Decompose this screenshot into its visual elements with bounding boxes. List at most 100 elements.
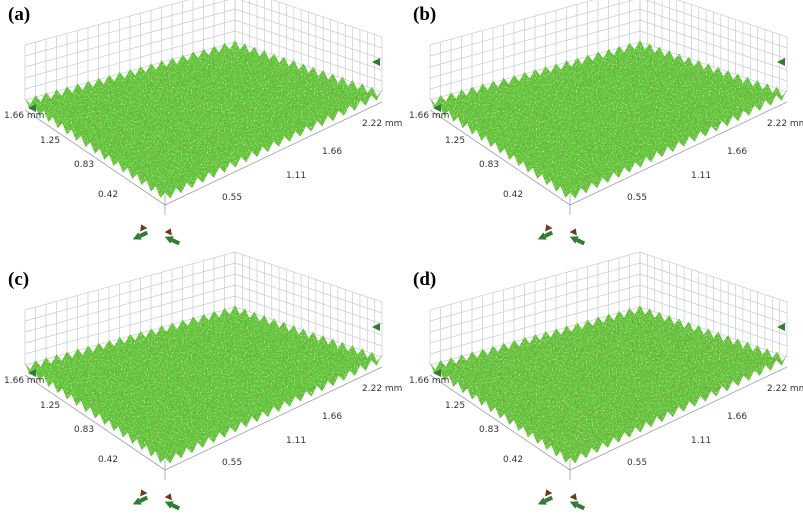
icon-arrow <box>537 497 547 505</box>
icon-cone <box>164 228 172 236</box>
x-axis-label: 2.22 mm <box>767 384 803 394</box>
corner-icon <box>28 369 36 377</box>
grid-line <box>429 0 635 57</box>
grid-line <box>639 273 788 325</box>
icon-shaft <box>171 238 181 246</box>
grid-line <box>234 306 383 358</box>
y-axis-label: 0.83 <box>74 160 94 170</box>
corner-icon <box>433 104 441 112</box>
grid-line <box>639 306 788 358</box>
y-axis-label: 1.66 mm <box>409 376 449 386</box>
grid-line <box>24 0 190 46</box>
panel-label: (a) <box>8 4 30 25</box>
icon-cone <box>545 489 553 497</box>
grid-line <box>24 8 236 68</box>
grid-line <box>234 284 383 336</box>
icon-cone <box>140 224 148 232</box>
corner-icon <box>372 58 380 66</box>
grid-line <box>24 30 236 90</box>
rotate-icon <box>132 489 149 505</box>
icon-shaft <box>139 495 149 503</box>
corner-icon <box>433 369 441 377</box>
grid-line <box>234 41 383 93</box>
grid-line <box>639 8 788 60</box>
grid-line <box>639 19 788 71</box>
y-axis-label: 0.83 <box>479 160 499 170</box>
rotate-icon <box>164 493 181 511</box>
grid-line <box>429 30 641 90</box>
grid-line <box>234 262 383 314</box>
grid-line <box>639 30 788 82</box>
x-axis-label: 0.55 <box>627 458 647 468</box>
x-axis-label: 0.55 <box>222 193 242 203</box>
y-axis-label: 1.66 mm <box>4 111 44 121</box>
rotate-icon <box>537 489 554 505</box>
panel-label: (c) <box>8 269 29 290</box>
grid-line <box>234 30 383 82</box>
grid-line <box>639 262 788 314</box>
rotate-icon <box>164 228 181 246</box>
panel: (b) 1.66 mm 1.25 0.83 0.42 2.22 mm 1.66 1.11 0.5… <box>409 0 803 246</box>
grid-line <box>234 251 383 303</box>
y-axis-label: 0.83 <box>74 425 94 435</box>
grid-line <box>24 262 236 322</box>
grid-line <box>234 295 383 347</box>
grid-line <box>639 41 788 93</box>
x-axis-label: 1.11 <box>691 436 711 446</box>
panel: (d) 1.66 mm 1.25 0.83 0.42 2.22 mm 1.66 1.11 0.5… <box>409 251 803 511</box>
icon-arrow <box>569 501 579 509</box>
x-axis-label: 0.55 <box>222 458 242 468</box>
x-axis-label: 0.55 <box>627 193 647 203</box>
y-axis-label: 1.66 mm <box>4 376 44 386</box>
y-axis-label: 1.25 <box>40 401 60 411</box>
x-axis-label: 1.66 <box>322 147 342 157</box>
icon-arrow <box>132 497 142 505</box>
icon-shaft <box>544 230 554 238</box>
grid-line <box>24 273 236 333</box>
icon-arrow <box>132 232 142 240</box>
panel-label: (b) <box>413 4 436 25</box>
y-axis-label: 0.42 <box>98 190 118 200</box>
grid-line <box>429 273 641 333</box>
grid-line <box>24 284 236 344</box>
grid-line <box>234 19 383 71</box>
y-axis-label: 1.25 <box>445 136 465 146</box>
grid-line <box>429 284 641 344</box>
grid-line <box>677 0 788 38</box>
grid-line <box>644 0 788 49</box>
y-axis-label: 1.25 <box>40 136 60 146</box>
x-axis-label: 2.22 mm <box>362 384 402 394</box>
y-axis-label: 0.42 <box>98 455 118 465</box>
icon-cone <box>545 224 553 232</box>
y-axis-label: 1.25 <box>445 401 465 411</box>
grid-line <box>24 0 230 57</box>
icon-shaft <box>576 503 586 511</box>
icon-cone <box>140 489 148 497</box>
panel: (c) 1.66 mm 1.25 0.83 0.42 2.22 mm 1.66 1.11 0.5… <box>4 251 402 511</box>
grid-line <box>429 0 595 46</box>
panel: (a) 1.66 mm 1.25 0.83 0.42 2.22 mm 1.66 1.11 0.5… <box>4 0 402 246</box>
grid-line <box>429 19 641 79</box>
grid-line <box>272 0 383 38</box>
icon-arrow <box>164 236 174 244</box>
grid-line <box>429 295 641 355</box>
x-axis-label: 1.11 <box>691 171 711 181</box>
corner-icon <box>28 104 36 112</box>
rotate-icon <box>537 224 554 240</box>
y-axis-label: 0.42 <box>503 455 523 465</box>
grid-line <box>429 8 641 68</box>
panel-label: (d) <box>413 269 436 290</box>
grid-line <box>429 262 641 322</box>
x-axis-label: 2.22 mm <box>362 119 402 129</box>
icon-arrow <box>569 236 579 244</box>
corner-icon <box>777 58 785 66</box>
icon-cone <box>569 228 577 236</box>
icon-cone <box>569 493 577 501</box>
y-axis-label: 0.83 <box>479 425 499 435</box>
grid-line <box>639 251 788 303</box>
x-axis-label: 2.22 mm <box>767 119 803 129</box>
corner-icon <box>777 323 785 331</box>
grid-line <box>234 273 383 325</box>
y-axis-label: 0.42 <box>503 190 523 200</box>
